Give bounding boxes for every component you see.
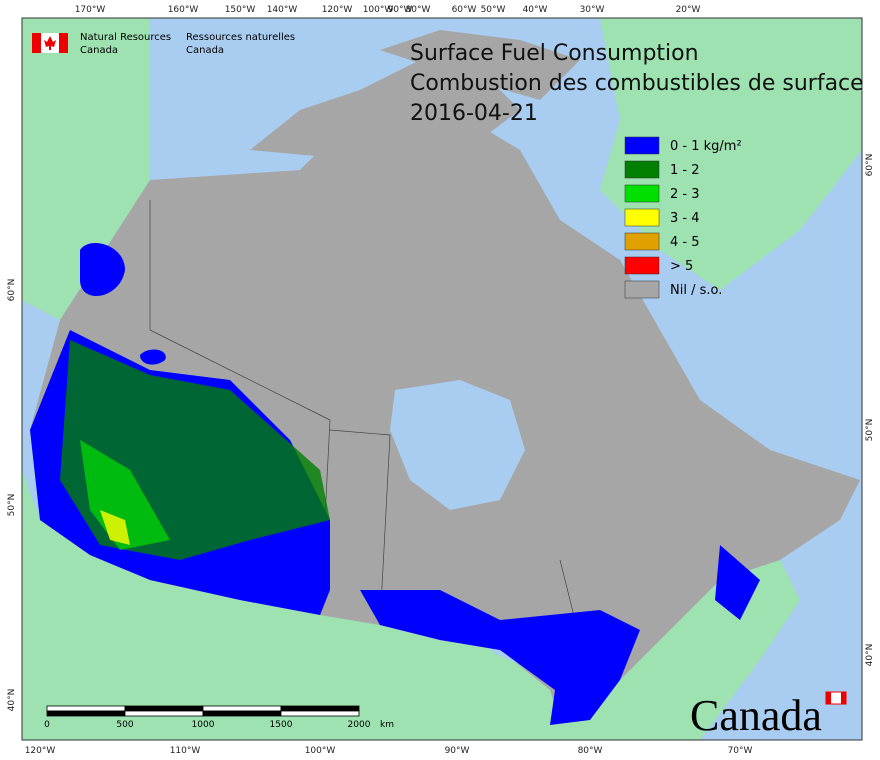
fuel-consumption-low	[360, 545, 760, 725]
scale-label: 0	[44, 720, 50, 730]
scale-segment	[280, 705, 360, 712]
scale-label: 1000	[192, 720, 215, 730]
united-states	[22, 470, 800, 740]
date: 2016-04-21	[410, 101, 538, 126]
scale-segment	[46, 705, 126, 712]
legend-label: 1 - 2	[670, 163, 700, 178]
subtitle: Combustion des combustibles de surface	[410, 71, 864, 96]
scale-segment	[124, 710, 204, 717]
longitude-label: 80°W	[578, 746, 603, 756]
legend-swatch	[624, 184, 660, 203]
wordmark-flag	[841, 692, 846, 704]
legend-swatch	[624, 256, 660, 275]
longitude-label: 20°W	[676, 5, 701, 15]
map-frame	[21, 17, 863, 741]
legend: 0 - 1 kg/m² 1 - 2 2 - 3 3 - 4 4 - 5 > 5 Nil / …	[624, 136, 742, 299]
scale-segment	[202, 705, 282, 712]
longitude-label: 110°W	[170, 746, 201, 756]
flag-bar	[32, 33, 41, 53]
longitude-label: 70°W	[728, 746, 753, 756]
scale-segment	[202, 710, 282, 717]
logo-text: Canada	[80, 45, 118, 56]
legend-swatch	[624, 136, 660, 155]
wordmark-text: Canada	[690, 691, 822, 740]
logo-text: Natural Resources	[80, 32, 171, 43]
fuel-consumption-low	[80, 242, 166, 365]
legend-swatch	[624, 208, 660, 227]
logo-text: Ressources naturelles	[186, 32, 295, 43]
alaska	[22, 18, 150, 320]
fuel-consumption-3-4	[100, 510, 130, 545]
scale-label: 500	[116, 720, 133, 730]
greenland	[600, 18, 862, 290]
scale-bar: 0 500 1000 1500 2000 km	[44, 705, 394, 730]
longitude-label: 170°W	[75, 5, 106, 15]
longitude-label: 120°W	[322, 5, 353, 15]
logo: Natural Resources Canada Ressources natu…	[32, 32, 295, 56]
graticule-labels: 170°W 160°W 150°W 140°W 120°W 100°W90°W80°W 60…	[7, 5, 875, 756]
longitude-label: 80°W	[406, 5, 431, 15]
longitude-label: 40°W	[523, 5, 548, 15]
longitude-label: 100°W	[305, 746, 336, 756]
scale-label: 2000	[348, 720, 371, 730]
scale-segment	[280, 710, 360, 717]
latitude-label: 60°N	[7, 279, 17, 302]
longitude-label: 160°W	[168, 5, 199, 15]
longitude-label: 50°W	[481, 5, 506, 15]
legend-label: Nil / s.o.	[670, 283, 722, 298]
longitude-label: 120°W	[25, 746, 56, 756]
legend-label: 0 - 1 kg/m²	[670, 139, 742, 154]
latitude-label: 50°N	[7, 494, 17, 517]
legend-swatch	[624, 160, 660, 179]
scale-segment	[124, 705, 204, 712]
flag-bar	[59, 33, 68, 53]
legend-swatch	[624, 280, 660, 299]
scale-segment	[46, 710, 126, 717]
longitude-label: 60°W	[452, 5, 477, 15]
arctic-islands	[250, 30, 580, 160]
logo-text: Canada	[186, 45, 224, 56]
legend-label: 2 - 3	[670, 187, 700, 202]
longitude-label: 100°W	[363, 5, 394, 15]
scale-unit: km	[380, 720, 394, 730]
latitude-label: 40°N	[7, 689, 17, 712]
legend-label: 3 - 4	[670, 211, 700, 226]
legend-label: 4 - 5	[670, 235, 700, 250]
legend-label: > 5	[670, 259, 693, 274]
longitude-label: 90°W	[388, 5, 413, 15]
latitude-label: 40°N	[865, 644, 875, 667]
longitude-label: 30°W	[580, 5, 605, 15]
legend-swatch	[624, 232, 660, 251]
latitude-label: 60°N	[865, 154, 875, 177]
maple-leaf	[44, 36, 56, 50]
longitude-label: 140°W	[267, 5, 298, 15]
longitude-label: 150°W	[225, 5, 256, 15]
longitude-label: 90°W	[445, 746, 470, 756]
scale-label: 1500	[270, 720, 293, 730]
wordmark-flag	[826, 692, 831, 704]
wordmark: Canada	[690, 691, 847, 740]
fuel-consumption-2-3	[80, 440, 170, 550]
latitude-label: 50°N	[865, 419, 875, 442]
title: Surface Fuel Consumption	[410, 41, 699, 66]
hudson-bay	[390, 380, 525, 510]
